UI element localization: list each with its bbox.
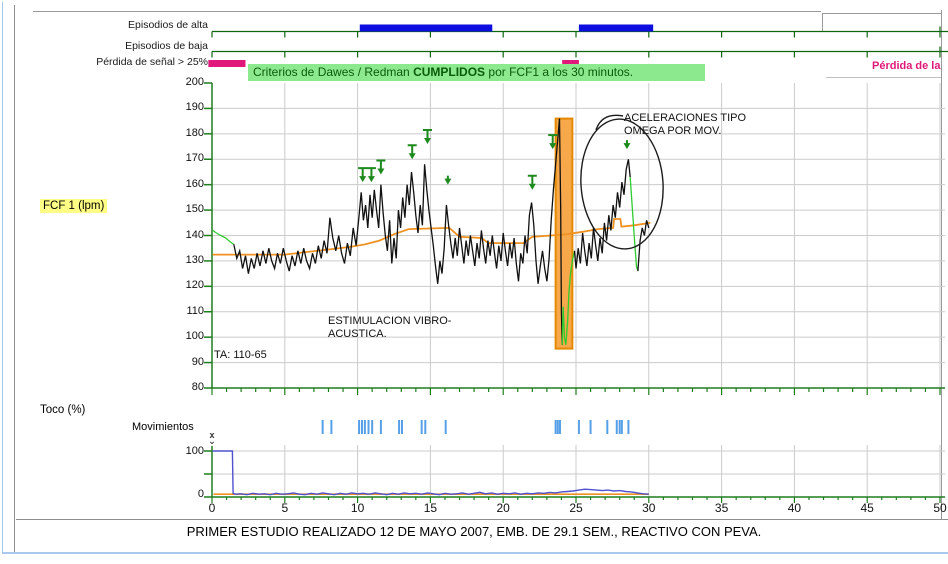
fcf-ytick-label-180: 180 xyxy=(185,126,204,139)
panel-left-border-highlight xyxy=(15,5,16,552)
caption-top-etch xyxy=(16,519,948,521)
x-tick-label-40: 40 xyxy=(787,501,802,515)
fcf-ytick-label-190: 190 xyxy=(185,101,204,114)
fcf-ytick-label-80: 80 xyxy=(191,381,204,393)
event-marker-icon: x ⌄ xyxy=(208,430,216,446)
x-tick-label-50: 50 xyxy=(933,501,947,515)
x-tick-label-15: 15 xyxy=(423,501,438,515)
toco-ytick-label-100: 100 xyxy=(185,445,204,457)
x-tick-label-0: 0 xyxy=(208,501,216,515)
fcf-ytick-label-140: 140 xyxy=(185,228,204,241)
next-panel-left-border xyxy=(822,13,823,31)
next-panel-top-etch xyxy=(822,13,941,14)
row-label-perdida-senal: Pérdida de señal > 25% xyxy=(96,56,208,68)
dawes-redman-banner: Criterios de Dawes / Redman CUMPLIDOS po… xyxy=(248,64,705,81)
x-tick-label-35: 35 xyxy=(714,501,729,515)
fcf-ytick-label-150: 150 xyxy=(185,203,204,216)
banner-text-bold: CUMPLIDOS xyxy=(413,65,486,79)
omega-accelerations-annotation: ACELERACIONES TIPO OMEGA POR MOV. xyxy=(624,112,747,137)
window-left-edge xyxy=(2,2,3,553)
fcf-ytick-label-120: 120 xyxy=(185,279,204,292)
x-tick-label-45: 45 xyxy=(860,501,874,515)
fcf-ytick-label-90: 90 xyxy=(191,355,204,368)
panel-left-border xyxy=(14,5,15,552)
next-panel-inner-line xyxy=(826,77,941,78)
x-tick-label-5: 5 xyxy=(281,501,289,515)
fcf1-axis-label: FCF 1 (lpm) xyxy=(40,199,108,213)
banner-text-pre: Criterios de Dawes / Redman xyxy=(253,65,414,79)
x-tick-label-10: 10 xyxy=(350,501,365,515)
fcf-ytick-label-100: 100 xyxy=(185,330,204,343)
x-tick-label-25: 25 xyxy=(569,501,583,515)
fcf-ytick-label-110: 110 xyxy=(186,304,204,317)
movements-row-label: Movimientos xyxy=(132,421,194,433)
toco-ytick-label-0: 0 xyxy=(197,488,204,500)
study-caption: PRIMER ESTUDIO REALIZADO 12 DE MAYO 2007… xyxy=(186,524,762,539)
fcf-ytick-label-160: 160 xyxy=(185,177,204,190)
signal-loss-clipped-label: Pérdida de la xyxy=(872,60,941,72)
blood-pressure-annotation: TA: 110-65 xyxy=(214,349,267,361)
row-label-episodios-baja: Episodios de baja xyxy=(125,40,208,52)
x-tick-label-20: 20 xyxy=(496,501,510,515)
fcf-ytick-label-170: 170 xyxy=(185,152,204,165)
fcf-ytick-label-200: 200 xyxy=(185,76,204,88)
banner-text-post: por FCF1 a los 30 minutos. xyxy=(485,65,634,79)
panel-right-border xyxy=(941,10,942,519)
fcf-ytick-label-130: 130 xyxy=(185,253,204,266)
x-tick-label-30: 30 xyxy=(642,501,656,515)
toco-axis-label: Toco (%) xyxy=(40,404,86,416)
chart-top-etch xyxy=(33,11,821,13)
vibroacoustic-stimulation-annotation: ESTIMULACION VIBRO- ACUSTICA. xyxy=(328,315,452,340)
row-label-episodios-alta: Episodios de alta xyxy=(128,19,208,31)
window-bottom-edge xyxy=(2,552,948,554)
